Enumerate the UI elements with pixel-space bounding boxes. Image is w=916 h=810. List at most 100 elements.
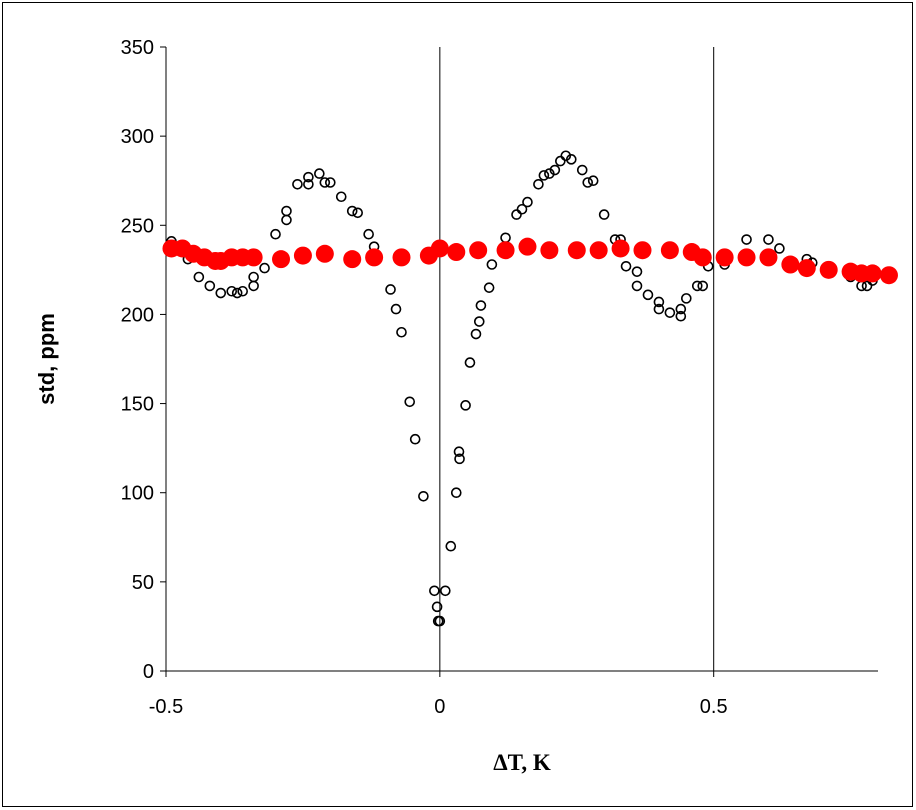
open-data-point <box>544 168 555 179</box>
open-data-point <box>598 209 610 220</box>
open-data-point <box>763 234 774 245</box>
open-data-point <box>549 164 561 176</box>
filled-data-point <box>759 248 778 267</box>
filled-data-point <box>244 248 263 267</box>
open-data-point <box>475 300 487 311</box>
open-data-point <box>464 357 476 368</box>
x-tick-label: 0.5 <box>700 696 728 718</box>
x-tick-label: -0.5 <box>149 696 183 718</box>
y-tick-label: 300 <box>121 126 154 148</box>
open-data-point <box>483 282 495 293</box>
open-data-point <box>237 285 248 297</box>
open-data-point <box>500 232 511 244</box>
open-data-point <box>281 214 292 226</box>
filled-data-point <box>781 255 800 274</box>
open-data-point <box>697 280 709 292</box>
open-data-point <box>486 259 498 270</box>
y-tick-label: 150 <box>121 394 154 416</box>
x-ticks: -0.5 0 0.5 <box>149 671 728 718</box>
filled-data-point <box>863 264 882 283</box>
open-data-point <box>675 310 687 322</box>
open-data-point <box>533 178 544 190</box>
open-data-point <box>555 155 566 167</box>
filled-data-point <box>611 239 630 258</box>
open-data-point <box>319 177 331 188</box>
filled-data-point <box>496 241 515 260</box>
filled-data-point <box>715 248 734 267</box>
filled-data-point <box>879 266 898 285</box>
y-tick-label: 200 <box>121 304 154 326</box>
y-tick-label: 100 <box>121 483 154 505</box>
open-data-point <box>445 540 457 552</box>
open-data-point <box>409 433 421 445</box>
filled-data-point <box>518 237 537 256</box>
open-data-point <box>522 196 533 208</box>
open-data-point <box>440 585 451 597</box>
x-tick-label: 0 <box>434 696 445 718</box>
open-data-point <box>259 262 270 274</box>
open-data-point <box>226 285 238 297</box>
open-data-point <box>675 303 687 315</box>
data-markers <box>162 150 898 627</box>
open-data-point <box>620 260 632 272</box>
open-data-point <box>385 284 396 295</box>
open-data-point <box>363 228 374 240</box>
open-data-point <box>653 296 665 308</box>
open-data-point <box>631 266 643 277</box>
open-data-point <box>346 205 358 217</box>
open-data-point <box>861 280 873 292</box>
open-data-point <box>281 205 292 217</box>
open-data-point <box>303 171 314 183</box>
open-data-point <box>453 446 465 458</box>
open-data-point <box>215 287 227 299</box>
filled-data-point <box>469 241 488 260</box>
open-data-point <box>193 271 205 283</box>
filled-data-point <box>447 243 466 262</box>
open-data-point <box>473 316 485 327</box>
filled-data-point <box>540 241 559 260</box>
y-tick-label: 50 <box>132 572 154 594</box>
open-data-point <box>774 243 785 254</box>
open-data-point <box>390 303 402 315</box>
open-data-point <box>314 168 325 179</box>
open-data-point <box>511 209 522 220</box>
filled-data-point <box>392 248 411 267</box>
open-data-point <box>248 271 259 283</box>
open-data-point <box>516 203 528 215</box>
filled-data-point <box>797 259 816 278</box>
filled-data-point <box>567 241 586 260</box>
open-data-point <box>292 178 303 190</box>
open-data-point <box>631 280 643 292</box>
y-tick-label: 0 <box>143 661 154 683</box>
open-data-point <box>576 164 588 176</box>
open-data-point <box>565 154 577 165</box>
filled-data-point <box>633 241 652 260</box>
x-axis-label: ΔT, K <box>493 750 551 775</box>
open-data-point <box>470 328 482 340</box>
open-data-point <box>434 615 446 627</box>
filled-data-point <box>589 241 608 260</box>
open-data-point <box>303 178 314 190</box>
y-axis-label: std, ppm <box>34 313 59 405</box>
y-tick-label: 250 <box>121 215 154 237</box>
open-data-point <box>248 280 259 292</box>
y-tick-label: 350 <box>121 37 154 59</box>
open-data-point <box>538 170 550 181</box>
filled-data-point <box>693 248 712 267</box>
gridlines <box>439 47 715 671</box>
open-data-point <box>691 280 703 292</box>
filled-data-point <box>343 250 362 269</box>
open-data-point <box>429 585 440 597</box>
filled-data-point <box>272 250 291 269</box>
filled-data-point <box>315 244 334 263</box>
open-data-point <box>325 177 336 188</box>
open-data-point <box>204 280 216 292</box>
open-data-point <box>681 293 692 304</box>
filled-data-point <box>365 248 384 267</box>
open-data-point <box>582 177 594 188</box>
open-data-point <box>396 326 407 338</box>
open-data-point <box>642 289 654 301</box>
open-data-point <box>231 287 243 299</box>
